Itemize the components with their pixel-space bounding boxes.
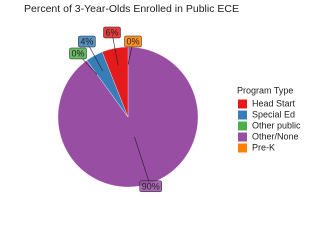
legend-swatch — [238, 99, 247, 109]
legend-label: Head Start — [252, 98, 296, 108]
data-label-box — [78, 35, 96, 48]
legend-label: Other/None — [252, 131, 299, 141]
data-label: 90% — [142, 181, 160, 191]
legend-swatch — [238, 110, 247, 120]
chart-title: Percent of 3-Year-Olds Enrolled in Publi… — [24, 3, 239, 15]
data-label: 0% — [71, 48, 84, 58]
data-label-box — [124, 35, 142, 48]
leader-line — [111, 33, 119, 66]
data-label-box — [139, 180, 162, 193]
data-label-box — [103, 26, 121, 39]
data-label: 6% — [105, 27, 118, 37]
legend-label: Special Ed — [252, 109, 295, 119]
leader-line — [134, 136, 151, 187]
chart: Percent of 3-Year-Olds Enrolled in Publi… — [24, 3, 301, 193]
legend-title: Program Type — [237, 85, 293, 95]
data-label-box — [69, 47, 87, 60]
legend-swatch — [238, 121, 247, 131]
data-label: 0% — [126, 36, 139, 46]
legend-swatch — [238, 143, 247, 153]
legend-swatch — [238, 132, 247, 142]
data-label: 4% — [80, 37, 93, 47]
legend-label: Other public — [252, 120, 301, 130]
legend-label: Pre-K — [252, 142, 275, 152]
